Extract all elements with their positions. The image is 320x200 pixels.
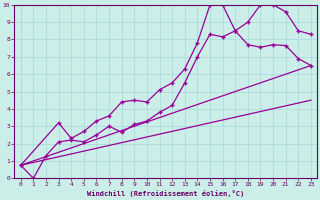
X-axis label: Windchill (Refroidissement éolien,°C): Windchill (Refroidissement éolien,°C) (87, 190, 244, 197)
